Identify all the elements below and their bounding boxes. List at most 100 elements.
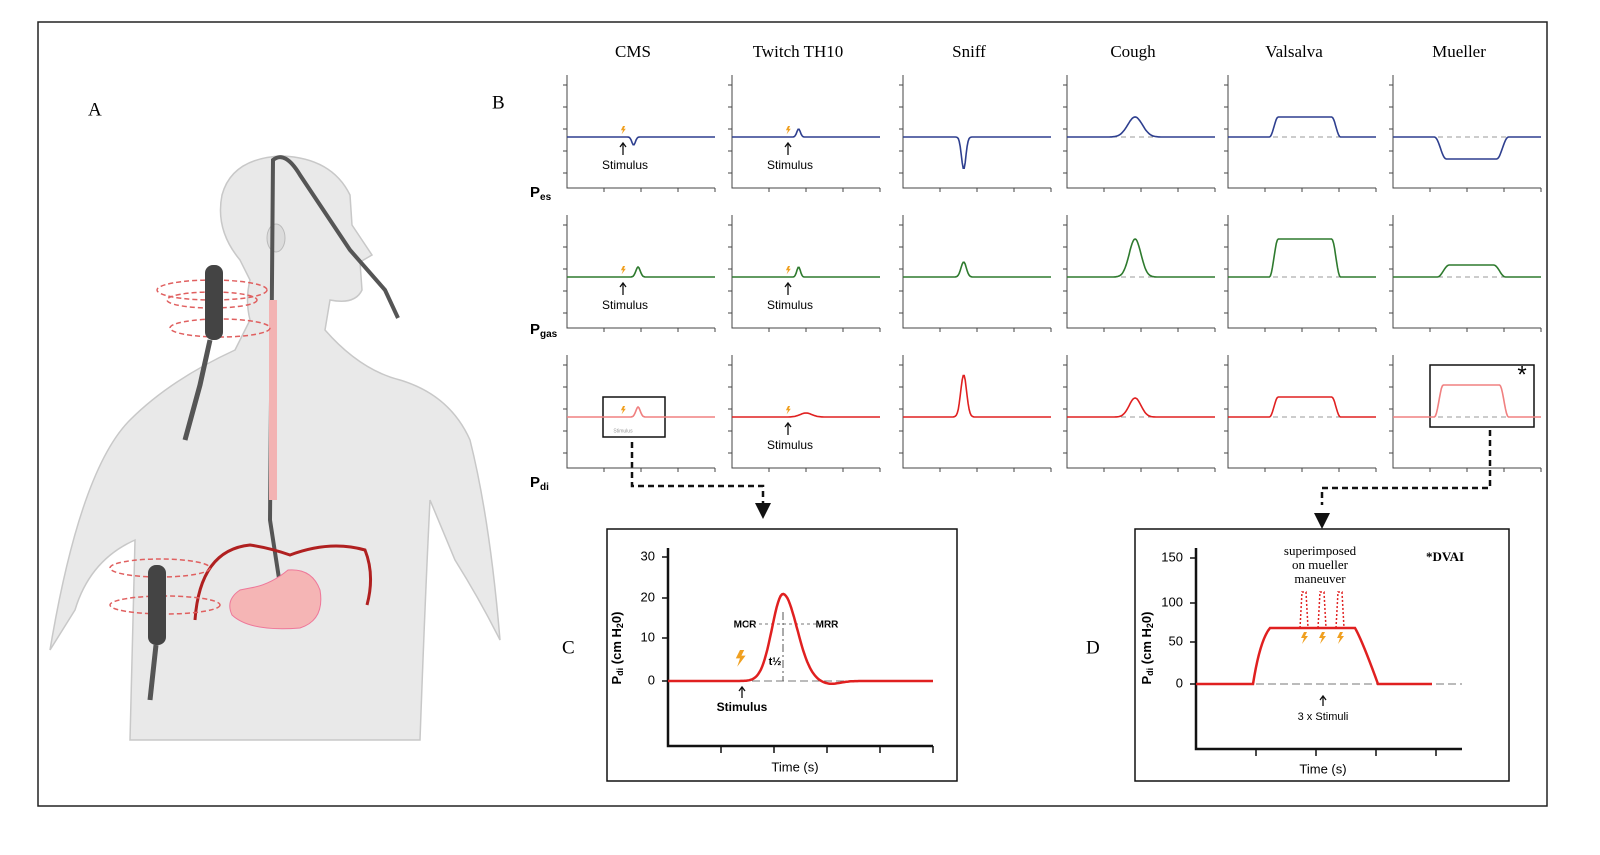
lightning xyxy=(1319,632,1326,644)
mini-panel xyxy=(563,355,716,472)
waveform xyxy=(903,261,1051,278)
arrowhead xyxy=(755,503,771,519)
waveform xyxy=(903,136,1051,169)
connector xyxy=(630,430,1492,505)
column-title: Valsalva xyxy=(1265,42,1323,61)
stimulus-label: Stimulus xyxy=(602,158,648,172)
waveform xyxy=(1393,384,1541,418)
mini-panel xyxy=(1063,355,1216,472)
mini-panel xyxy=(563,215,716,332)
axes xyxy=(902,75,1051,189)
arrowhead xyxy=(784,141,792,148)
arrowhead xyxy=(619,281,627,288)
y-axis-label: Pdi (cm H20) xyxy=(609,612,625,685)
axes xyxy=(566,215,715,329)
y-label-sub: 2 xyxy=(1145,623,1155,628)
coil-cable xyxy=(147,644,159,701)
lightning xyxy=(785,406,791,415)
body-illustration xyxy=(49,155,501,741)
waveform xyxy=(1067,397,1215,418)
y-tick-label: 50 xyxy=(1169,633,1183,648)
mini-panel xyxy=(1063,75,1216,192)
stimulus-label: Stimulus xyxy=(767,298,813,312)
mini-panel xyxy=(1063,215,1216,332)
lightning xyxy=(1301,632,1308,644)
column-title: Mueller xyxy=(1432,42,1486,61)
y-tick-label: 0 xyxy=(1176,675,1183,690)
zoom-box xyxy=(1429,364,1535,428)
panel-d-box xyxy=(1134,528,1510,782)
note: on mueller xyxy=(1292,557,1349,572)
axes xyxy=(1392,215,1541,329)
waveform xyxy=(668,592,933,685)
panel-label: A xyxy=(88,99,102,120)
row-label-symbol: P xyxy=(530,474,540,491)
axes xyxy=(902,215,1051,329)
waveform xyxy=(567,405,715,418)
axes xyxy=(731,355,880,469)
y-tick-label: 100 xyxy=(1161,594,1183,609)
waveform xyxy=(1393,136,1541,160)
arrowhead xyxy=(1314,513,1330,529)
axes xyxy=(1392,75,1541,189)
note: superimposed xyxy=(1284,543,1357,558)
stimulus-label: Stimulus xyxy=(717,700,768,714)
axes xyxy=(731,75,880,189)
row-label-sub: di xyxy=(540,482,549,493)
mini-panel xyxy=(1389,75,1542,192)
mini-panel xyxy=(728,75,881,192)
lightning xyxy=(620,266,626,275)
mini-panel xyxy=(1224,215,1377,332)
mini-panel xyxy=(1389,215,1542,332)
y-label-part: (cm H xyxy=(609,628,624,668)
mini-panel xyxy=(1389,355,1542,472)
axes xyxy=(1066,355,1215,469)
panel-label: B xyxy=(492,92,505,113)
axes xyxy=(731,215,880,329)
axes xyxy=(1066,215,1215,329)
arrowhead xyxy=(784,281,792,288)
waveform xyxy=(1228,396,1376,418)
y-label-sub: 2 xyxy=(615,623,625,628)
mini-panel xyxy=(1224,75,1377,192)
waveform xyxy=(732,128,880,138)
mini-panel xyxy=(728,215,881,332)
row-label-sub: es xyxy=(540,192,552,203)
annotation: MCR xyxy=(734,620,758,631)
waveform xyxy=(567,136,715,146)
stimulus-label: Stimulus xyxy=(767,158,813,172)
arrowhead xyxy=(619,141,627,148)
asterisk: * xyxy=(1517,361,1526,388)
stimulus-label: Stimulus xyxy=(613,428,633,434)
annotation: MRR xyxy=(816,620,840,631)
y-axis-label: Pdi (cm H20) xyxy=(1139,612,1155,685)
x-axis-label: Time (s) xyxy=(1299,761,1346,776)
row-label-symbol: P xyxy=(530,321,540,338)
lightning xyxy=(620,125,626,135)
stimulus-label: 3 x Stimuli xyxy=(1298,711,1349,723)
panel-label: C xyxy=(562,637,575,658)
lightning xyxy=(785,125,791,135)
panel-c-box xyxy=(606,528,958,782)
mini-panel xyxy=(728,355,881,472)
diaphragm xyxy=(193,543,372,621)
waveform xyxy=(1067,116,1215,138)
annotation: t½ xyxy=(769,656,782,668)
coil-back xyxy=(148,565,166,645)
y-tick-label: 30 xyxy=(641,548,655,563)
panel-label: D xyxy=(1086,637,1100,658)
arrowhead xyxy=(784,421,792,428)
frame xyxy=(37,21,1548,807)
mini-panel xyxy=(899,355,1052,472)
y-label-part: P xyxy=(609,675,624,684)
lightning xyxy=(1337,632,1344,644)
y-label-sub: di xyxy=(1145,668,1155,676)
waveform xyxy=(1228,238,1376,278)
waveform xyxy=(732,412,880,418)
row-label-symbol: P xyxy=(530,184,540,201)
column-title: CMS xyxy=(615,42,651,61)
waveform xyxy=(903,374,1051,418)
axes xyxy=(1066,75,1215,189)
waveform xyxy=(1228,116,1376,138)
